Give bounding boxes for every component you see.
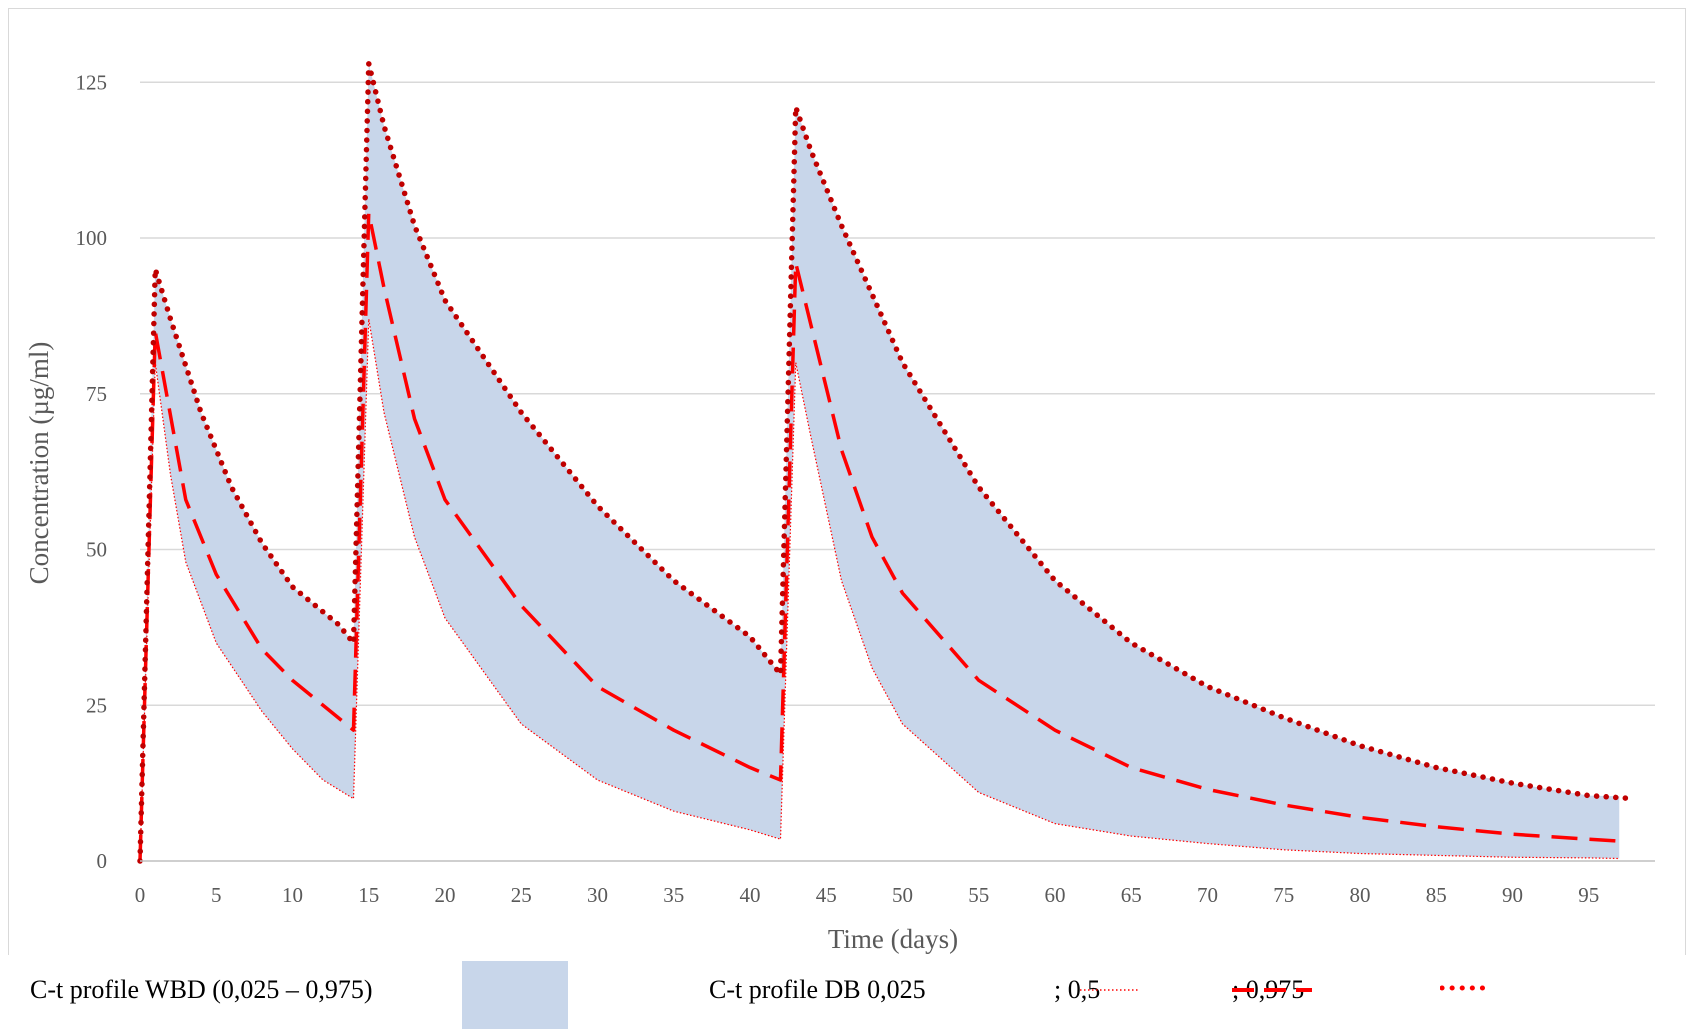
x-tick-label: 35: [663, 883, 684, 907]
series-lines: [137, 60, 1638, 864]
y-tick-label: 0: [97, 849, 108, 873]
legend-lower-line-sample: [1080, 989, 1140, 991]
chart-plot: 0 25 50 75 100 125 0 5 10 15 20 25 30 35 40 45 50 55 60 65 7…: [24, 60, 1655, 954]
x-tick-label: 50: [892, 883, 913, 907]
x-tick-label: 40: [740, 883, 761, 907]
legend-db-label: C-t profile DB 0,025: [709, 975, 926, 1004]
x-tick-label: 90: [1502, 883, 1523, 907]
x-tick-label: 15: [358, 883, 379, 907]
y-axis-title: Concentration (µg/ml): [24, 342, 54, 585]
y-tick-label: 125: [76, 70, 108, 94]
y-tick-label: 50: [86, 538, 107, 562]
x-tick-label: 10: [282, 883, 303, 907]
confidence-band-area: [140, 63, 1620, 861]
legend-band-swatch: [462, 961, 568, 1029]
y-tick-label: 100: [76, 226, 108, 250]
x-tick-label: 45: [816, 883, 837, 907]
x-tick-label: 95: [1578, 883, 1599, 907]
x-tick-label: 70: [1197, 883, 1218, 907]
x-tick-label: 55: [968, 883, 989, 907]
x-tick-label: 60: [1045, 883, 1066, 907]
y-tick-label: 25: [86, 693, 107, 717]
legend-median-line-sample: [1232, 988, 1312, 992]
legend-upper-line-sample: [1440, 985, 1490, 991]
legend: C-t profile WBD (0,025 – 0,975) C-t prof…: [0, 955, 1694, 1030]
x-tick-label: 20: [435, 883, 456, 907]
x-tick-label: 0: [135, 883, 146, 907]
x-tick-label: 85: [1426, 883, 1447, 907]
x-tick-label: 80: [1350, 883, 1371, 907]
legend-band-label: C-t profile WBD (0,025 – 0,975): [30, 975, 373, 1004]
y-tick-label: 75: [86, 382, 107, 406]
x-tick-label: 30: [587, 883, 608, 907]
x-tick-label: 75: [1273, 883, 1294, 907]
x-tick-label: 65: [1121, 883, 1142, 907]
series-line-0-975: [137, 60, 1638, 864]
series-line-0-5: [138, 211, 1620, 862]
tick-labels: 0 25 50 75 100 125 0 5 10 15 20 25 30 35 40 45 50 55 60 65 7…: [76, 70, 1600, 907]
x-axis-title: Time (days): [828, 924, 958, 954]
x-tick-label: 25: [511, 883, 532, 907]
x-tick-label: 5: [211, 883, 222, 907]
